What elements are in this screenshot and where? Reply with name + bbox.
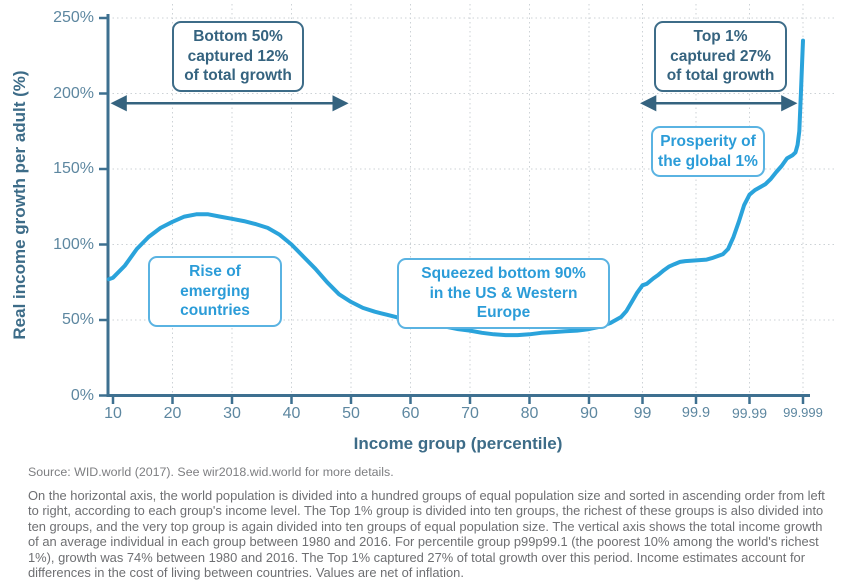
annotation-prosperity-global-1: Prosperity of the global 1% xyxy=(651,126,765,177)
x-tick-label: 90 xyxy=(580,405,598,422)
x-tick-label: 20 xyxy=(163,405,182,422)
y-tick-label: 150% xyxy=(53,160,94,177)
y-tick-label: 50% xyxy=(61,311,94,328)
annotation-bottom-50: Bottom 50% captured 12% of total growth xyxy=(172,21,304,92)
annotation-line: in the US & Western Europe xyxy=(429,284,578,322)
annotation-line: captured 12% xyxy=(187,47,289,65)
y-tick-label: 100% xyxy=(53,235,94,253)
annotation-line: Bottom 50% xyxy=(193,28,283,45)
annotation-line: the global 1% xyxy=(658,152,758,170)
x-tick-label: 70 xyxy=(461,405,479,422)
annotation-rise-emerging-countries: Rise of emerging countries xyxy=(148,256,282,327)
x-tick-label: 30 xyxy=(223,405,241,422)
chart-plot-area: Real income growth per adult (%) Income … xyxy=(10,4,834,453)
x-tick-label: 10 xyxy=(104,405,122,422)
x-tick-label: 80 xyxy=(520,405,539,422)
x-tick-label: 99.9 xyxy=(681,405,711,421)
chart-canvas xyxy=(99,4,834,404)
x-axis-title: Income group (percentile) xyxy=(353,434,563,453)
income-growth-curve xyxy=(106,38,805,338)
x-tick-label: 40 xyxy=(282,405,301,422)
x-tick-label: 60 xyxy=(401,405,420,422)
annotation-line: Rise of emerging xyxy=(180,263,250,300)
annotation-line: Squeezed bottom 90% xyxy=(421,265,586,282)
annotation-squeezed-bottom-90: Squeezed bottom 90% in the US & Western … xyxy=(397,258,610,329)
source-note: Source: WID.world (2017). See wir2018.wi… xyxy=(28,465,394,479)
x-tick-label: 50 xyxy=(342,405,360,422)
annotation-top-1: Top 1% captured 27% of total growth xyxy=(654,21,787,92)
x-tick-label: 99.99 xyxy=(731,405,768,421)
annotation-line: countries xyxy=(180,302,250,319)
x-tick-label: 99.999 xyxy=(783,405,823,420)
y-tick-label: 250% xyxy=(53,9,94,26)
y-tick-label: 200% xyxy=(53,84,94,102)
annotation-line: captured 27% xyxy=(670,47,771,65)
annotation-line: Prosperity of xyxy=(660,133,756,150)
y-tick-label: 0% xyxy=(70,386,94,404)
annotation-line: of total growth xyxy=(666,67,775,84)
annotation-line: Top 1% xyxy=(693,28,748,45)
annotation-line: of total growth xyxy=(184,67,292,84)
footnote: On the horizontal axis, the world popula… xyxy=(28,488,825,581)
x-tick-label: 99 xyxy=(633,405,652,422)
